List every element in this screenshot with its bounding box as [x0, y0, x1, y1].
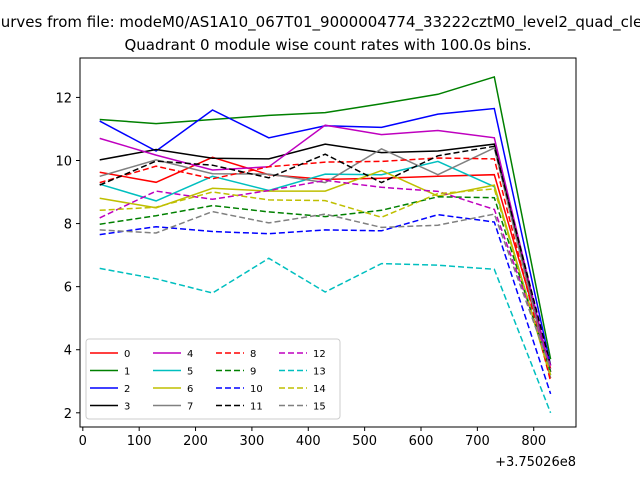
legend-label-6: 6	[187, 384, 193, 395]
y-tick-label: 12	[55, 91, 72, 106]
legend-label-3: 3	[124, 402, 130, 413]
x-offset-label: +3.75026e8	[495, 455, 576, 470]
series-line-7	[99, 146, 552, 379]
x-tick-label: 800	[521, 434, 546, 449]
x-tick-label: 700	[465, 434, 490, 449]
y-axis: 2 4 6 8 10 12	[55, 91, 80, 422]
legend-label-4: 4	[187, 349, 193, 360]
chart-title: Quadrant 0 module wise count rates with …	[124, 36, 531, 54]
figure-suptitle: Light curves from file: modeM0/AS1A10_06…	[0, 13, 640, 32]
legend-box	[85, 338, 341, 420]
legend-label-0: 0	[124, 349, 130, 360]
series-line-8	[99, 157, 552, 382]
x-tick-label: 600	[409, 434, 434, 449]
series-line-12	[99, 179, 552, 366]
x-tick-label: 400	[296, 434, 321, 449]
series-line-0	[99, 156, 552, 369]
legend-label-11: 11	[250, 402, 263, 413]
x-axis: 0 100 200 300 400 500 600 700 800	[79, 427, 546, 449]
legend-label-14: 14	[313, 384, 326, 395]
series-line-14	[99, 188, 552, 376]
legend-label-10: 10	[250, 384, 263, 395]
series-line-6	[99, 169, 552, 379]
series-line-4	[99, 124, 552, 372]
series-layer	[99, 75, 552, 414]
y-tick-label: 8	[64, 218, 72, 233]
legend-label-7: 7	[187, 402, 193, 413]
legend-label-12: 12	[313, 349, 326, 360]
legend-label-13: 13	[313, 367, 326, 378]
legend-label-9: 9	[250, 367, 256, 378]
series-line-15	[99, 210, 552, 369]
x-tick-label: 0	[79, 434, 87, 449]
plot-border	[79, 57, 577, 428]
series-line-3	[99, 143, 552, 372]
y-tick-label: 2	[64, 407, 72, 422]
series-line-13	[99, 257, 552, 414]
x-tick-label: 500	[352, 434, 377, 449]
series-line-11	[99, 145, 552, 366]
legend-label-5: 5	[187, 367, 193, 378]
x-tick-label: 300	[239, 434, 264, 449]
series-line-1	[99, 75, 552, 360]
series-line-5	[99, 160, 552, 376]
y-tick-label: 4	[64, 344, 72, 359]
legend-label-8: 8	[250, 349, 256, 360]
legend-label-15: 15	[313, 402, 326, 413]
x-tick-label: 200	[183, 434, 208, 449]
y-tick-label: 10	[55, 155, 72, 170]
x-tick-label: 100	[127, 434, 152, 449]
series-line-9	[99, 196, 552, 373]
series-line-10	[99, 213, 552, 395]
legend-label-1: 1	[124, 367, 130, 378]
legend-label-2: 2	[124, 384, 130, 395]
y-tick-label: 6	[64, 281, 72, 296]
